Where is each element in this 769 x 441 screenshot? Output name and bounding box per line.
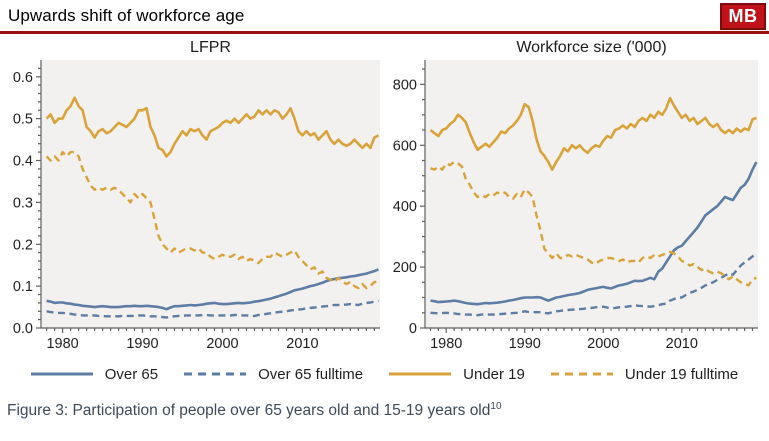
svg-text:0.3: 0.3 bbox=[13, 195, 33, 211]
svg-text:2000: 2000 bbox=[587, 336, 619, 351]
svg-text:LFPR: LFPR bbox=[190, 39, 231, 56]
legend-label: Over 65 bbox=[104, 365, 159, 383]
svg-text:1980: 1980 bbox=[430, 336, 462, 351]
svg-text:0.2: 0.2 bbox=[13, 237, 33, 253]
legend-item-under-19: Under 19 bbox=[389, 366, 525, 383]
legend-label: Over 65 fulltime bbox=[258, 365, 364, 383]
svg-text:600: 600 bbox=[393, 138, 417, 154]
legend-label: Under 19 fulltime bbox=[624, 365, 739, 383]
under-19-fulltime-line-sample bbox=[550, 372, 613, 376]
svg-text:0.1: 0.1 bbox=[13, 279, 33, 295]
svg-text:1980: 1980 bbox=[46, 336, 78, 351]
legend-item-over-65-fulltime: Over 65 fulltime bbox=[184, 366, 363, 383]
svg-text:0: 0 bbox=[409, 321, 417, 337]
svg-text:2000: 2000 bbox=[206, 336, 238, 351]
header-rule bbox=[0, 31, 769, 34]
svg-text:200: 200 bbox=[393, 260, 417, 276]
svg-text:Workforce size ('000): Workforce size ('000) bbox=[516, 39, 666, 56]
report-header: Upwards shift of workforce age MB bbox=[0, 0, 769, 31]
svg-text:0.0: 0.0 bbox=[13, 321, 33, 337]
figure-caption-text: Figure 3: Participation of people over 6… bbox=[7, 402, 491, 420]
lfpr-chart: LFPR 1980 1990 2000 2010 0.0 0.1 0.2 0.3 0.4 0.5 0.… bbox=[13, 39, 380, 351]
under-19-line-sample bbox=[389, 372, 452, 376]
over-65-fulltime-line-sample bbox=[184, 372, 247, 376]
page-title: Upwards shift of workforce age bbox=[8, 5, 245, 25]
svg-text:0.4: 0.4 bbox=[13, 154, 33, 170]
brand-logo: MB bbox=[720, 3, 766, 30]
figure-caption: Figure 3: Participation of people over 6… bbox=[0, 401, 769, 420]
chart-legend: Over 65 Over 65 fulltime Under 19 Under … bbox=[0, 363, 769, 385]
charts-row: LFPR 1980 1990 2000 2010 0.0 0.1 0.2 0.3 0.4 0.5 0.… bbox=[0, 36, 769, 351]
legend-label: Under 19 bbox=[463, 365, 525, 383]
svg-text:400: 400 bbox=[393, 199, 417, 215]
legend-item-under-19-fulltime: Under 19 fulltime bbox=[550, 365, 739, 383]
svg-text:1990: 1990 bbox=[509, 336, 541, 351]
svg-text:0.5: 0.5 bbox=[13, 112, 33, 128]
svg-text:0.6: 0.6 bbox=[13, 70, 33, 86]
legend-item-over-65: Over 65 bbox=[30, 365, 159, 383]
workforce-size-chart: Workforce size ('000) 1980 1990 2000 2010 0 20… bbox=[393, 39, 758, 351]
svg-text:800: 800 bbox=[393, 77, 417, 93]
over-65-line-sample bbox=[30, 372, 93, 376]
svg-text:2010: 2010 bbox=[666, 336, 698, 351]
footnote-marker: 10 bbox=[490, 401, 502, 412]
svg-text:2010: 2010 bbox=[286, 336, 318, 351]
svg-text:1990: 1990 bbox=[126, 336, 158, 351]
